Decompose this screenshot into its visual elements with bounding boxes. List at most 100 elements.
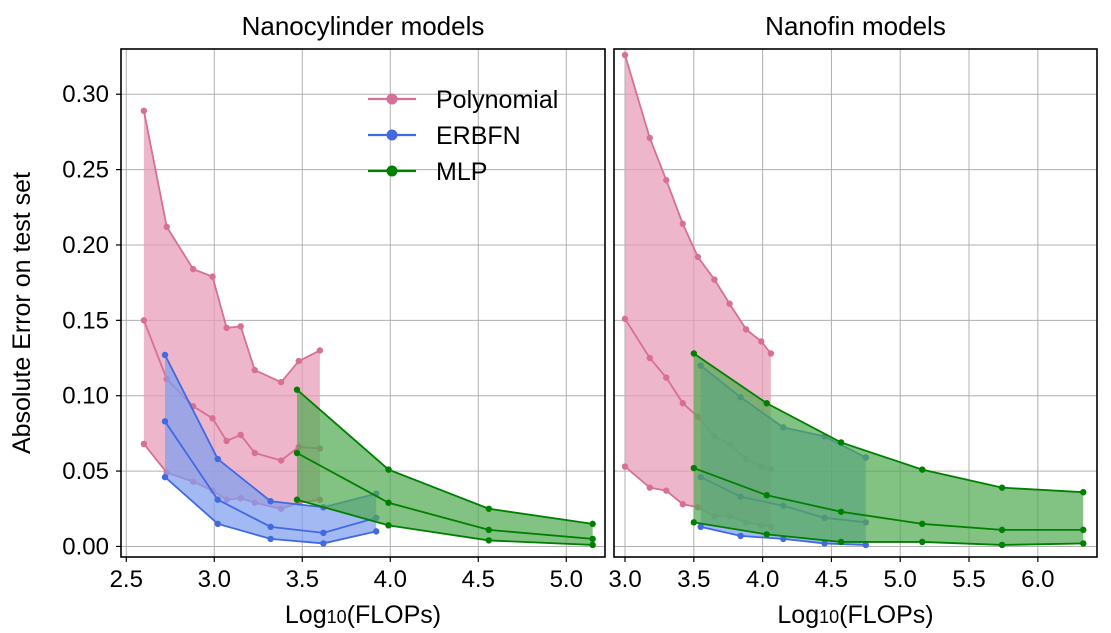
panel-1-erbfn-median-point: [320, 529, 327, 537]
panel-1-xtick-label: 2.5: [110, 566, 143, 593]
panel-2-xlabel: Log10(FLOPs): [777, 601, 933, 629]
panel-2-polynomial-max-point: [694, 253, 702, 261]
panel-1-xlabel: Log10(FLOPs): [285, 601, 441, 629]
panel-1-mlp-max-line: [296, 388, 593, 525]
panel-1-polynomial-median-point: [277, 457, 285, 464]
panel-2-mlp-max-line: [693, 352, 1084, 494]
panel-1-mlp-median-point: [589, 535, 596, 543]
panel-1-polynomial-max-point: [209, 273, 216, 280]
panel-1-polynomial-median-point: [237, 431, 244, 439]
panel-1-mlp-min-point: [293, 496, 301, 503]
panel-1-ytick-label: 0.10: [62, 383, 109, 410]
panel-1-erbfn-min-point: [373, 528, 380, 535]
panel-1-polynomial-max-point: [223, 324, 230, 332]
panel-1-mlp-min-line: [296, 498, 593, 546]
panel-1-mlp-median-point: [385, 499, 392, 506]
panel-1-erbfn-median-point: [214, 496, 221, 503]
panel-1-erbfn-max-point: [267, 498, 274, 505]
panel-2-mlp-max-point: [690, 350, 698, 357]
panel-1-erbfn-max-point: [161, 351, 169, 359]
panel-1-ytick-label: 0.25: [62, 157, 109, 184]
panel-1-ytick-label: 0.00: [62, 533, 109, 560]
panel-2-polynomial-max-point: [758, 338, 765, 345]
legend-marker: [386, 129, 398, 141]
panel-2-erbfn-min-point: [780, 535, 787, 543]
panel-2-polynomial-median-point: [621, 315, 629, 323]
panel-2-polynomial-min-point: [646, 484, 653, 491]
panel-1-erbfn-band: [165, 355, 377, 544]
panel-2-mlp-min-point: [1080, 540, 1087, 547]
panel-2-mlp-median-point: [919, 520, 926, 528]
panel-2-frame: [613, 48, 1098, 558]
panel-1-ytick-label: 0.15: [62, 307, 109, 334]
panel-2-polynomial-max-point: [646, 134, 653, 142]
panel-1-polynomial-median-point: [251, 449, 258, 457]
panel-1-grid: [121, 49, 605, 557]
panel-2-mlp-min-point: [998, 541, 1006, 549]
panel-2-erbfn-min-point: [862, 541, 870, 549]
panel-2-xtick-label: 5.5: [952, 566, 985, 593]
panel-2-polynomial-min-point: [663, 487, 670, 494]
panel-2-xtick-label: 4.5: [815, 566, 848, 593]
panel-1-polynomial-max-line: [142, 110, 321, 384]
panel-1-polynomial-max-point: [251, 366, 258, 374]
panel-2-xtick-label: 3.5: [677, 566, 710, 593]
panel-1-xtick-label: 4.5: [462, 566, 495, 593]
panel-2-title: Nanofin models: [765, 11, 946, 41]
panel-2-mlp-min-line: [693, 521, 1084, 546]
legend-label: Polynomial: [436, 86, 558, 114]
panel-1-polynomial-min-point: [140, 440, 148, 448]
panel-2-mlp-median-line: [693, 467, 1084, 531]
panel-2-mlp-max-point: [919, 466, 926, 473]
panel-2-mlp-series: [690, 350, 1087, 549]
panel-1-mlp-band: [297, 389, 593, 545]
panel-2-mlp-median-point: [690, 464, 698, 472]
panel-1-polynomial-max-point: [277, 378, 285, 386]
panel-2-xtick-label: 4.0: [746, 566, 779, 593]
panel-1-polynomial-max-point: [237, 323, 244, 330]
panel-2-erbfn-min-point: [737, 532, 744, 540]
panel-1-xtick-label: 3.0: [198, 566, 231, 593]
panel-1-erbfn-min-point: [267, 535, 274, 543]
panel-1-erbfn-min-point: [161, 473, 169, 481]
panel-1-mlp-median-point: [485, 526, 493, 534]
panel-1-mlp-min-point: [485, 537, 493, 544]
panel-2-polynomial-max-point: [767, 350, 775, 357]
panel-1-mlp-series: [293, 386, 596, 549]
panel-2-mlp-median-point: [837, 508, 845, 515]
panel-2-mlp-median-point: [763, 491, 770, 499]
panel-1-erbfn-min-point: [320, 540, 327, 547]
panel-2-polynomial-max-point: [726, 300, 733, 307]
legend-marker: [386, 165, 398, 177]
panel-1-erbfn-median-point: [161, 418, 169, 425]
panel-1-erbfn-min-point: [214, 520, 221, 528]
legend-label: MLP: [436, 158, 487, 186]
panel-2-mlp-median-point: [1080, 526, 1087, 534]
panel-1-polynomial-median-point: [223, 437, 230, 445]
panel-1-erbfn-series: [161, 351, 380, 547]
panel-1-polynomial-max-point: [316, 347, 324, 354]
panel-2-xtick-label: 6.0: [1021, 566, 1054, 593]
panel-2-mlp-max-point: [998, 484, 1006, 491]
panel-1-title: Nanocylinder models: [242, 11, 485, 41]
panel-2-polynomial-max-point: [742, 326, 750, 333]
panel-2-mlp-max-point: [1080, 488, 1087, 496]
panel-2-mlp-min-point: [690, 519, 698, 526]
panel-1-polynomial-max-point: [140, 107, 148, 115]
panel-2-mlp-min-point: [919, 538, 926, 546]
panel-1-polynomial-max-point: [295, 357, 302, 365]
panel-1-mlp-median-line: [296, 452, 593, 540]
panel-1-mlp-max-point: [385, 466, 392, 473]
panel-1-erbfn-max-point: [214, 455, 221, 463]
panel-2-polynomial-max-line: [624, 54, 772, 355]
panel-2-mlp-min-point: [763, 531, 770, 538]
panel-1-ylabel: Absolute Error on test set: [8, 172, 36, 454]
panel-2-polynomial-median-point: [679, 400, 687, 407]
legend-marker: [386, 93, 398, 105]
legend-item-erbfn: ERBFN: [368, 122, 521, 150]
panel-2-polynomial-max-point: [679, 220, 687, 228]
panel-1-mlp-max-point: [485, 505, 493, 512]
panel-1-frame: [120, 48, 606, 558]
panel-2-polynomial-min-point: [679, 501, 687, 508]
